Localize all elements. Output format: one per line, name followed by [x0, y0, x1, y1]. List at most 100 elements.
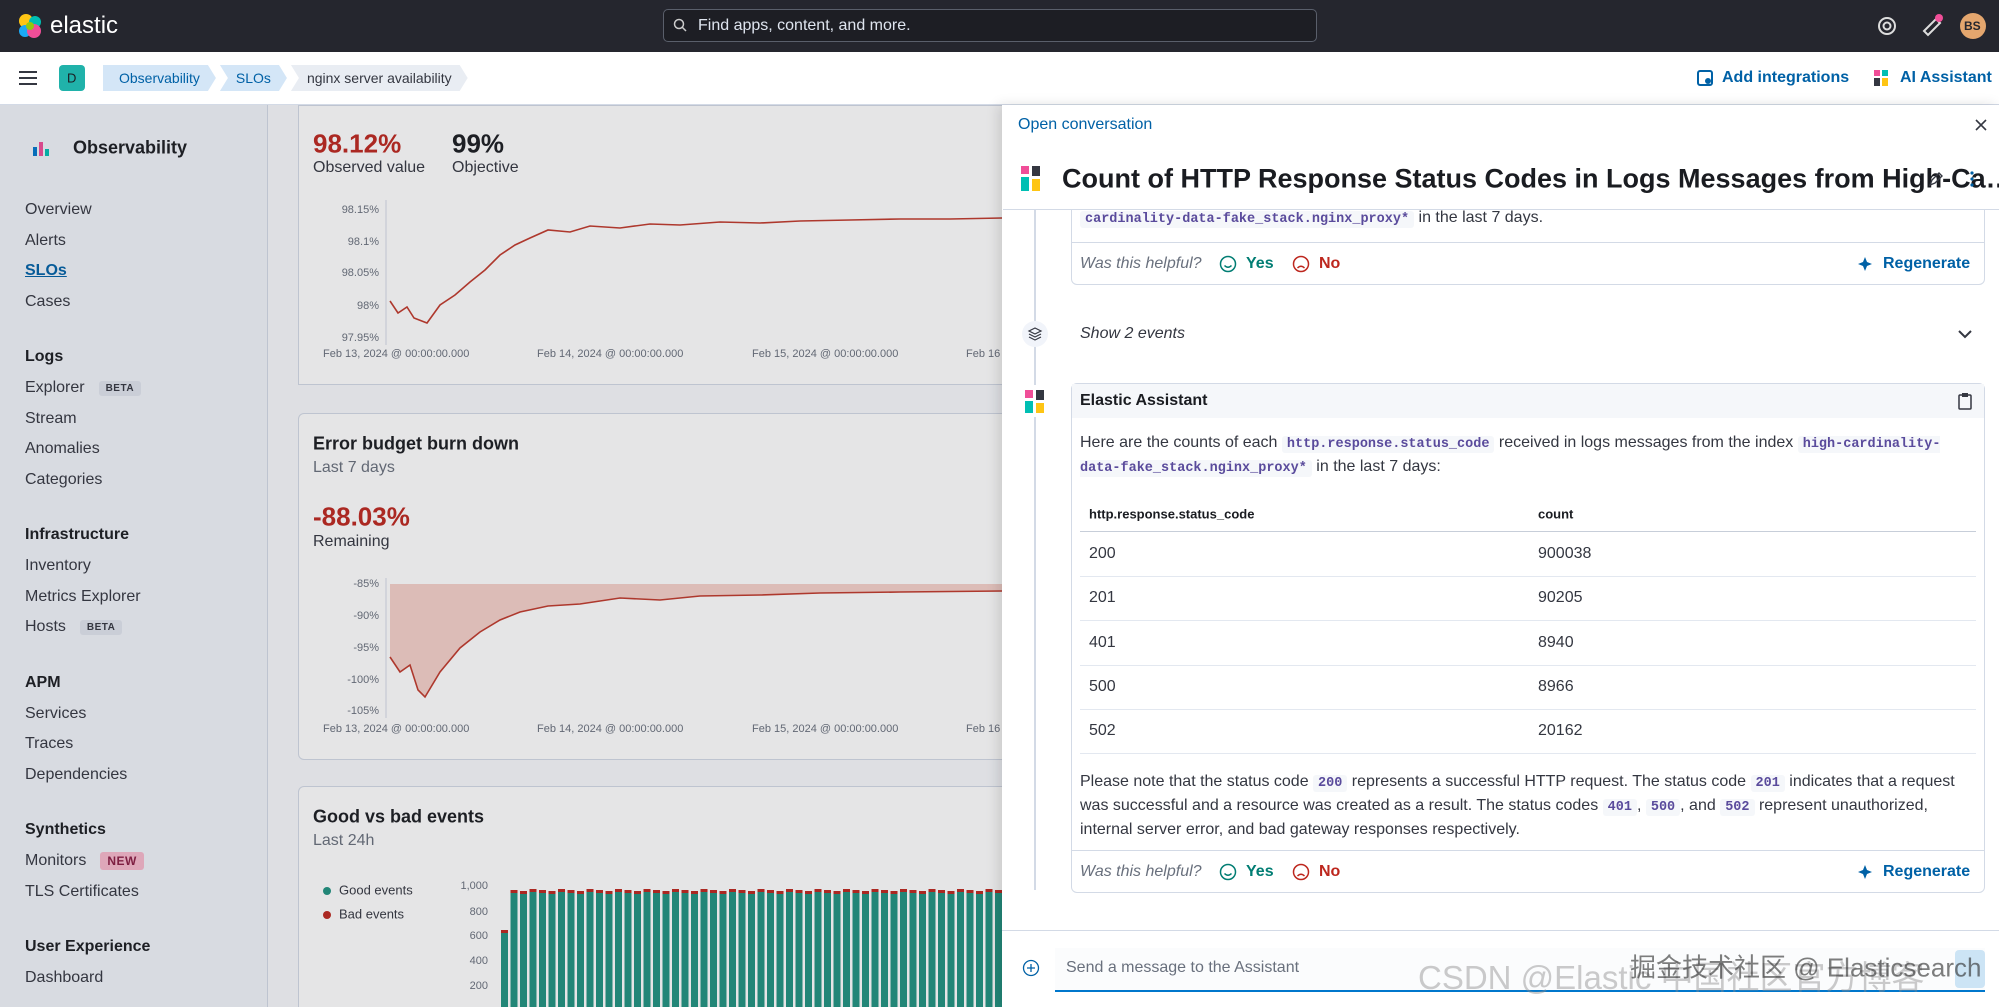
- edit-icon[interactable]: [1928, 171, 1944, 187]
- breadcrumb[interactable]: Observability: [103, 65, 216, 91]
- y-tick-label: 98.15%: [342, 204, 380, 216]
- nav-link[interactable]: Alerts: [25, 231, 66, 249]
- nav-group-title: Infrastructure: [25, 526, 130, 543]
- breadcrumb[interactable]: SLOs: [220, 65, 287, 91]
- nav-link[interactable]: Cases: [25, 292, 71, 310]
- x-tick-label: Feb 13, 2024 @ 00:00:00.000: [323, 723, 469, 735]
- nav-link[interactable]: TLS Certificates: [25, 882, 139, 900]
- y-tick-label: -85%: [353, 578, 379, 590]
- bar-top: [567, 890, 575, 893]
- bar: [862, 891, 869, 1007]
- legend-dot: [323, 911, 331, 919]
- bar: [729, 889, 736, 1007]
- assistant-avatar: [1025, 390, 1044, 413]
- nav-item: Stream: [25, 404, 255, 435]
- open-conversation[interactable]: Open conversation: [1018, 116, 1153, 133]
- burn-line: [389, 590, 1003, 699]
- bar-top: [757, 889, 765, 892]
- feedback-question: Was this helpful?: [1080, 255, 1202, 272]
- menu-button[interactable]: [19, 70, 39, 86]
- bar: [539, 890, 546, 1007]
- text: in the last 7 days:: [1311, 458, 1441, 475]
- more-icon[interactable]: [1968, 170, 1976, 188]
- feedback-yes[interactable]: Yes: [1246, 863, 1274, 880]
- nav-link[interactable]: Dependencies: [25, 765, 128, 783]
- inline-code: 200: [1313, 775, 1348, 792]
- bar-top: [691, 891, 698, 894]
- badge: NEW: [100, 852, 144, 871]
- nav-link[interactable]: Inventory: [25, 557, 91, 575]
- nav-link[interactable]: Metrics Explorer: [25, 587, 141, 605]
- nav-link[interactable]: Traces: [25, 735, 74, 753]
- close-icon[interactable]: [1975, 119, 1987, 131]
- nav-group-title: APM: [25, 673, 61, 691]
- show-events[interactable]: Show 2 events: [1080, 325, 1185, 342]
- bar-top: [919, 891, 926, 894]
- text: , and: [1680, 797, 1721, 814]
- frown-icon: [1292, 863, 1310, 881]
- nav-link[interactable]: Overview: [25, 201, 92, 219]
- bar: [795, 890, 803, 1007]
- sli-line: [389, 217, 1003, 324]
- observed-label: Observed value: [313, 159, 426, 176]
- feedback-no[interactable]: No: [1319, 255, 1341, 272]
- chevron[interactable]: [1957, 327, 1973, 341]
- nav-link[interactable]: Monitors: [25, 852, 87, 870]
- bar-top: [681, 890, 689, 893]
- bar: [510, 890, 518, 1007]
- bar-top: [881, 890, 888, 893]
- bar-top: [824, 890, 831, 893]
- add-integrations[interactable]: Add integrations: [1722, 69, 1850, 86]
- feedback-question: Was this helpful?: [1080, 863, 1202, 880]
- bar: [501, 930, 508, 1007]
- news-icon[interactable]: [1920, 13, 1944, 37]
- bar: [643, 889, 651, 1007]
- nav-group-title: Logs: [25, 348, 64, 365]
- input-placeholder[interactable]: Send a message to the Assistant: [1066, 959, 1300, 976]
- nav-item: Overview: [25, 195, 255, 226]
- badge: BETA: [79, 619, 123, 635]
- x-tick-label: Feb 16: [966, 723, 1000, 735]
- help-icon[interactable]: [1877, 16, 1897, 36]
- y-tick-label: -95%: [353, 642, 379, 654]
- nav-link[interactable]: Explorer: [25, 379, 85, 397]
- bar: [710, 890, 717, 1007]
- x-tick-label: Feb 13, 2024 @ 00:00:00.000: [323, 348, 469, 360]
- bar-top: [729, 889, 736, 892]
- bar: [843, 889, 850, 1007]
- nav-item: Services: [25, 699, 255, 730]
- nav-link[interactable]: Dashboard: [25, 969, 104, 987]
- x-tick-label: Feb 14, 2024 @ 00:00:00.000: [537, 348, 683, 360]
- nav-link[interactable]: Anomalies: [25, 440, 100, 458]
- regenerate[interactable]: Regenerate: [1883, 255, 1971, 272]
- regenerate[interactable]: Regenerate: [1883, 863, 1971, 880]
- bar: [558, 889, 565, 1007]
- nav-item: Traces: [25, 729, 255, 760]
- reply-intro: Here are the counts of each http.respons…: [1080, 432, 1965, 480]
- add-icon[interactable]: [1022, 959, 1040, 977]
- bar-top: [710, 890, 717, 893]
- text: represent unauthorized, internal server …: [1080, 797, 1928, 838]
- ai-assistant[interactable]: AI Assistant: [1900, 69, 1992, 86]
- feedback-yes[interactable]: Yes: [1246, 255, 1274, 272]
- feedback-no[interactable]: No: [1319, 863, 1341, 880]
- y-tick-label: 400: [470, 955, 488, 967]
- table-cell: 200: [1089, 545, 1116, 562]
- bar-top: [700, 889, 708, 892]
- copy-icon[interactable]: [1957, 392, 1973, 410]
- x-tick-label: Feb 15, 2024 @ 00:00:00.000: [752, 723, 898, 735]
- nav-link[interactable]: Services: [25, 704, 87, 722]
- send-button: [1955, 950, 1985, 988]
- nav-link[interactable]: Hosts: [25, 618, 66, 636]
- bar: [976, 891, 983, 1007]
- row-rule: [1080, 753, 1976, 755]
- bar-top: [520, 891, 527, 894]
- nav-link[interactable]: SLOs: [25, 262, 67, 280]
- bar-top: [814, 889, 822, 892]
- reply-header: [1072, 384, 1984, 418]
- table-cell: 201: [1089, 589, 1116, 607]
- bar: [786, 889, 793, 1007]
- nav-link[interactable]: Categories: [25, 470, 103, 488]
- space-initial: D: [67, 70, 77, 86]
- nav-link[interactable]: Stream: [25, 409, 77, 427]
